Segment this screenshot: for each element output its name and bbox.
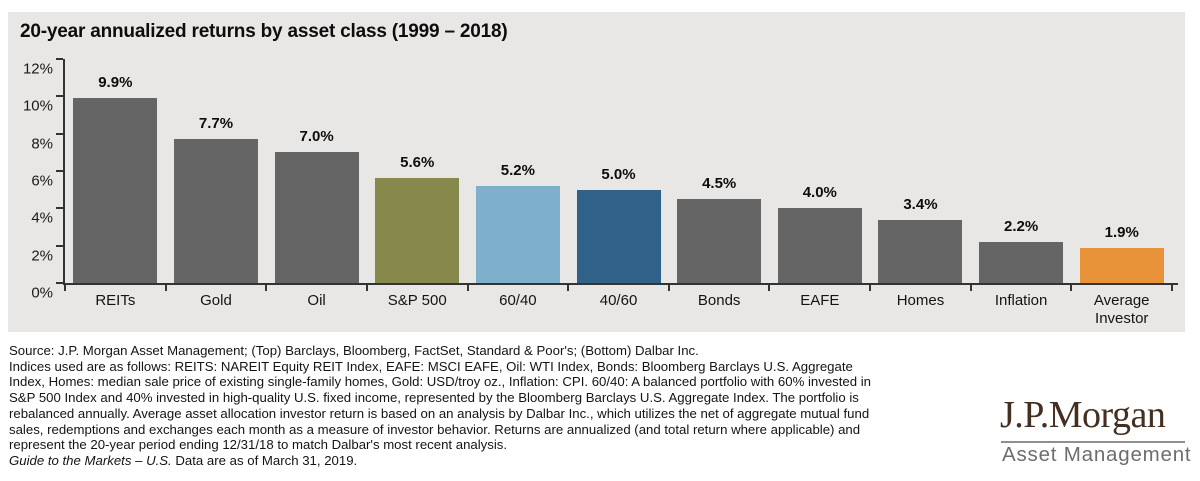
- x-axis-tick: [365, 285, 368, 291]
- x-axis-category-label-bonds: Bonds: [697, 292, 741, 309]
- footnote-line: Index, Homes: median sale price of exist…: [9, 374, 872, 390]
- bar-column-gold: 7.7%: [166, 59, 267, 283]
- y-axis-tick: [56, 95, 63, 98]
- bar-60-40: [475, 186, 560, 283]
- footnote-line: sales, redemptions and exchanges each mo…: [9, 421, 861, 437]
- jpmorgan-logo: J.P.Morgan Asset Management: [1000, 394, 1192, 467]
- jpmorgan-wordmark: J.P.Morgan: [1000, 394, 1166, 436]
- y-axis-tick-label: 10%: [22, 97, 53, 115]
- x-axis-category-label-homes: Homes: [896, 292, 945, 309]
- x-axis-tick: [969, 285, 972, 291]
- bar-value-label-inflation: 2.2%: [1003, 218, 1039, 235]
- x-axis-category-label-40-60: 40/60: [599, 292, 638, 309]
- bar-average-investor: [1079, 248, 1164, 283]
- x-axis-tick: [265, 285, 268, 291]
- bar-value-label-gold: 7.7%: [198, 115, 234, 132]
- x-axis-category-label-inflation: Inflation: [994, 292, 1048, 309]
- x-axis-category-label-eafe: EAFE: [800, 292, 840, 309]
- x-axis-category-label-60-40: 60/40: [499, 292, 537, 309]
- y-axis-tick-label: 2%: [31, 247, 53, 265]
- y-axis-tick: [56, 170, 63, 172]
- logo-divider-line: [1001, 441, 1185, 443]
- bar-value-label-60-40: 5.2%: [500, 162, 535, 179]
- bar-reits: [73, 98, 158, 283]
- bar-column-eafe: 4.0%: [769, 59, 870, 283]
- bar-column-average-investor: 1.9%: [1071, 59, 1172, 283]
- x-axis-tick: [1070, 285, 1073, 291]
- x-axis-category-label-reits: REITs: [95, 292, 136, 309]
- as-of-date-text: Data are as of March 31, 2019.: [171, 452, 358, 468]
- y-axis-tick: [56, 132, 63, 135]
- footnote-line: S&P 500 Index and 40% invested in high-q…: [9, 390, 859, 406]
- footnote-line: Indices used are as follows: REITS: NARE…: [9, 358, 853, 374]
- x-axis-tick: [466, 285, 469, 291]
- y-axis-tick-label: 8%: [31, 135, 53, 153]
- x-axis-category-label-oil: Oil: [307, 292, 326, 309]
- x-axis-line: [63, 283, 1178, 285]
- x-axis-category-label-gold: Gold: [200, 292, 232, 309]
- bar-s-p-500: [375, 178, 460, 283]
- bar-column-bonds: 4.5%: [669, 59, 770, 283]
- bar-column-40-60: 5.0%: [568, 59, 669, 283]
- x-axis-tick: [1171, 285, 1173, 291]
- chart-title: 20-year annualized returns by asset clas…: [20, 21, 508, 42]
- chart-panel: 20-year annualized returns by asset clas…: [8, 12, 1185, 332]
- guide-to-markets-text: Guide to the Markets – U.S.: [9, 452, 172, 468]
- bar-column-s-p-500: 5.6%: [367, 59, 468, 283]
- y-axis-tick: [56, 282, 63, 284]
- x-axis-tick: [567, 285, 570, 291]
- y-axis-tick-label: 6%: [31, 172, 53, 190]
- plot-area: 9.9% 7.7% 7.0% 5.6% 5.2% 5.0% 4.5% 4.0% 3.4% 2.2%…: [23, 58, 1178, 302]
- x-axis-tick: [64, 285, 66, 291]
- bar-value-label-bonds: 4.5%: [702, 175, 737, 192]
- footnote-line: represent the 20-year period ending 12/3…: [9, 437, 508, 453]
- bar-homes: [878, 220, 963, 283]
- bar-40-60: [576, 190, 661, 283]
- bar-value-label-homes: 3.4%: [903, 196, 938, 213]
- source-footnote: Source: J.P. Morgan Asset Management; (T…: [9, 343, 871, 469]
- bar-inflation: [979, 242, 1064, 283]
- y-axis-tick: [56, 207, 63, 210]
- bar-column-inflation: 2.2%: [971, 59, 1072, 283]
- y-axis-tick-label: 0%: [31, 284, 53, 302]
- bar-value-label-eafe: 4.0%: [802, 184, 837, 201]
- x-axis-category-labels: REITs Gold Oil S&P 500 60/40 40/60 Bonds EAFE Ho…: [65, 292, 1172, 328]
- bar-oil: [274, 152, 359, 283]
- x-axis-category-label-average-investor: Average Investor: [1093, 292, 1150, 327]
- bar-gold: [173, 139, 258, 283]
- footnote-line-guide: Guide to the Markets – U.S. Data are as …: [9, 453, 871, 469]
- bar-value-label-oil: 7.0%: [299, 128, 334, 145]
- bar-value-label-reits: 9.9%: [98, 74, 133, 91]
- x-axis-tick: [164, 285, 167, 291]
- bar-column-oil: 7.0%: [266, 59, 367, 283]
- x-axis-category-label-s-p-500: S&P 500: [387, 292, 447, 309]
- bar-bonds: [677, 199, 762, 283]
- bar-column-homes: 3.4%: [870, 59, 971, 283]
- x-axis-tick: [768, 285, 771, 291]
- y-axis-tick: [56, 58, 63, 60]
- bar-column-60-40: 5.2%: [468, 59, 569, 283]
- bar-value-label-s-p-500: 5.6%: [400, 154, 435, 171]
- footnote-line: rebalanced annually. Average asset alloc…: [9, 405, 870, 421]
- bars-container: 9.9% 7.7% 7.0% 5.6% 5.2% 5.0% 4.5% 4.0% 3.4% 2.2%…: [65, 59, 1172, 283]
- y-axis-line: [63, 59, 65, 283]
- y-axis-tick-label: 4%: [31, 209, 53, 227]
- footnote-line: Source: J.P. Morgan Asset Management; (T…: [9, 343, 699, 358]
- bar-value-label-average-investor: 1.9%: [1104, 224, 1139, 241]
- y-axis-tick: [56, 244, 63, 247]
- x-axis-tick: [869, 285, 872, 291]
- y-axis-tick-label: 12%: [22, 60, 53, 78]
- bar-column-reits: 9.9%: [65, 59, 166, 283]
- bar-eafe: [777, 208, 862, 283]
- bar-value-label-40-60: 5.0%: [601, 166, 636, 183]
- asset-management-label: Asset Management: [1002, 443, 1192, 466]
- x-axis-tick: [667, 285, 670, 291]
